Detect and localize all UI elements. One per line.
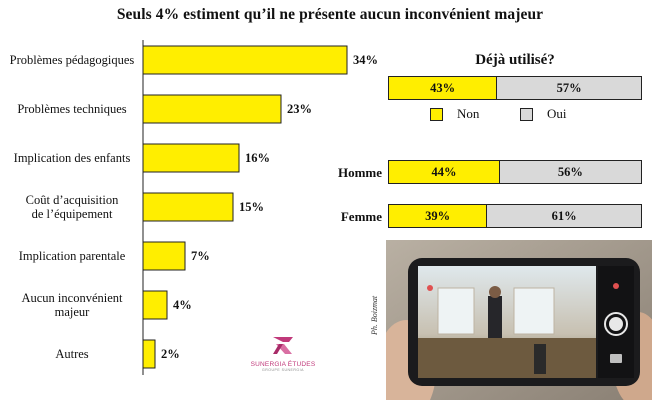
row-label-homme: Homme	[337, 165, 382, 180]
seg-non-femme: 39%	[389, 205, 488, 227]
bar-value-label: 23%	[287, 102, 312, 116]
photo-illustration	[386, 240, 652, 400]
legend-oui: Oui	[520, 106, 567, 122]
stack-row-homme: 44% 56%	[388, 160, 642, 184]
side-chart-title: Déjà utilisé?	[475, 52, 555, 68]
bar-value-label: 34%	[353, 53, 378, 67]
category-label: Coût d’acquisition de l’équipement	[26, 193, 119, 221]
bar	[142, 94, 282, 124]
legend-label-non: Non	[457, 106, 480, 121]
photo-credit: Ph. Boizmat	[370, 295, 379, 335]
bar-value-label: 15%	[239, 200, 264, 214]
bar-value-label: 4%	[173, 298, 192, 312]
legend-swatch-non	[430, 107, 443, 121]
bar	[142, 143, 240, 173]
photo-smartphone-filming	[386, 240, 652, 400]
category-label: Problèmes techniques	[17, 102, 126, 116]
bar	[142, 290, 168, 320]
bar	[142, 192, 234, 222]
logo-text: SUNERGIA ÉTUDES	[250, 361, 316, 368]
row-label-femme: Femme	[340, 209, 382, 224]
chart-title: Seuls 4% estiment qu’il ne présente aucu…	[116, 6, 544, 23]
category-label: Problèmes pédagogiques	[10, 53, 135, 67]
legend-label-oui: Oui	[547, 106, 567, 121]
seg-oui-femme: 61%	[487, 205, 641, 227]
logo-subtext: GROUPE SUNERGIA	[262, 368, 304, 372]
seg-oui-total: 57%	[497, 77, 641, 99]
category-label: Aucun inconvénient majeur	[21, 291, 123, 319]
bar	[142, 339, 156, 369]
logo-mark-icon	[273, 337, 293, 354]
stack-row-total: 43% 57%	[388, 76, 642, 100]
bar-value-label: 16%	[245, 151, 270, 165]
legend-non: Non	[430, 106, 479, 122]
bar	[142, 241, 186, 271]
seg-oui-homme: 56%	[499, 161, 641, 183]
category-label: Implication parentale	[19, 249, 126, 263]
bar	[142, 45, 348, 75]
sunergia-logo: SUNERGIA ÉTUDES GROUPE SUNERGIA	[238, 334, 328, 372]
seg-non-homme: 44%	[389, 161, 500, 183]
seg-non-total: 43%	[389, 77, 498, 99]
legend-swatch-oui	[520, 107, 533, 121]
bar-value-label: 2%	[161, 347, 180, 361]
stack-row-femme: 39% 61%	[388, 204, 642, 228]
category-label: Autres	[55, 347, 88, 361]
category-label: Implication des enfants	[14, 151, 131, 165]
bar-value-label: 7%	[191, 249, 210, 263]
